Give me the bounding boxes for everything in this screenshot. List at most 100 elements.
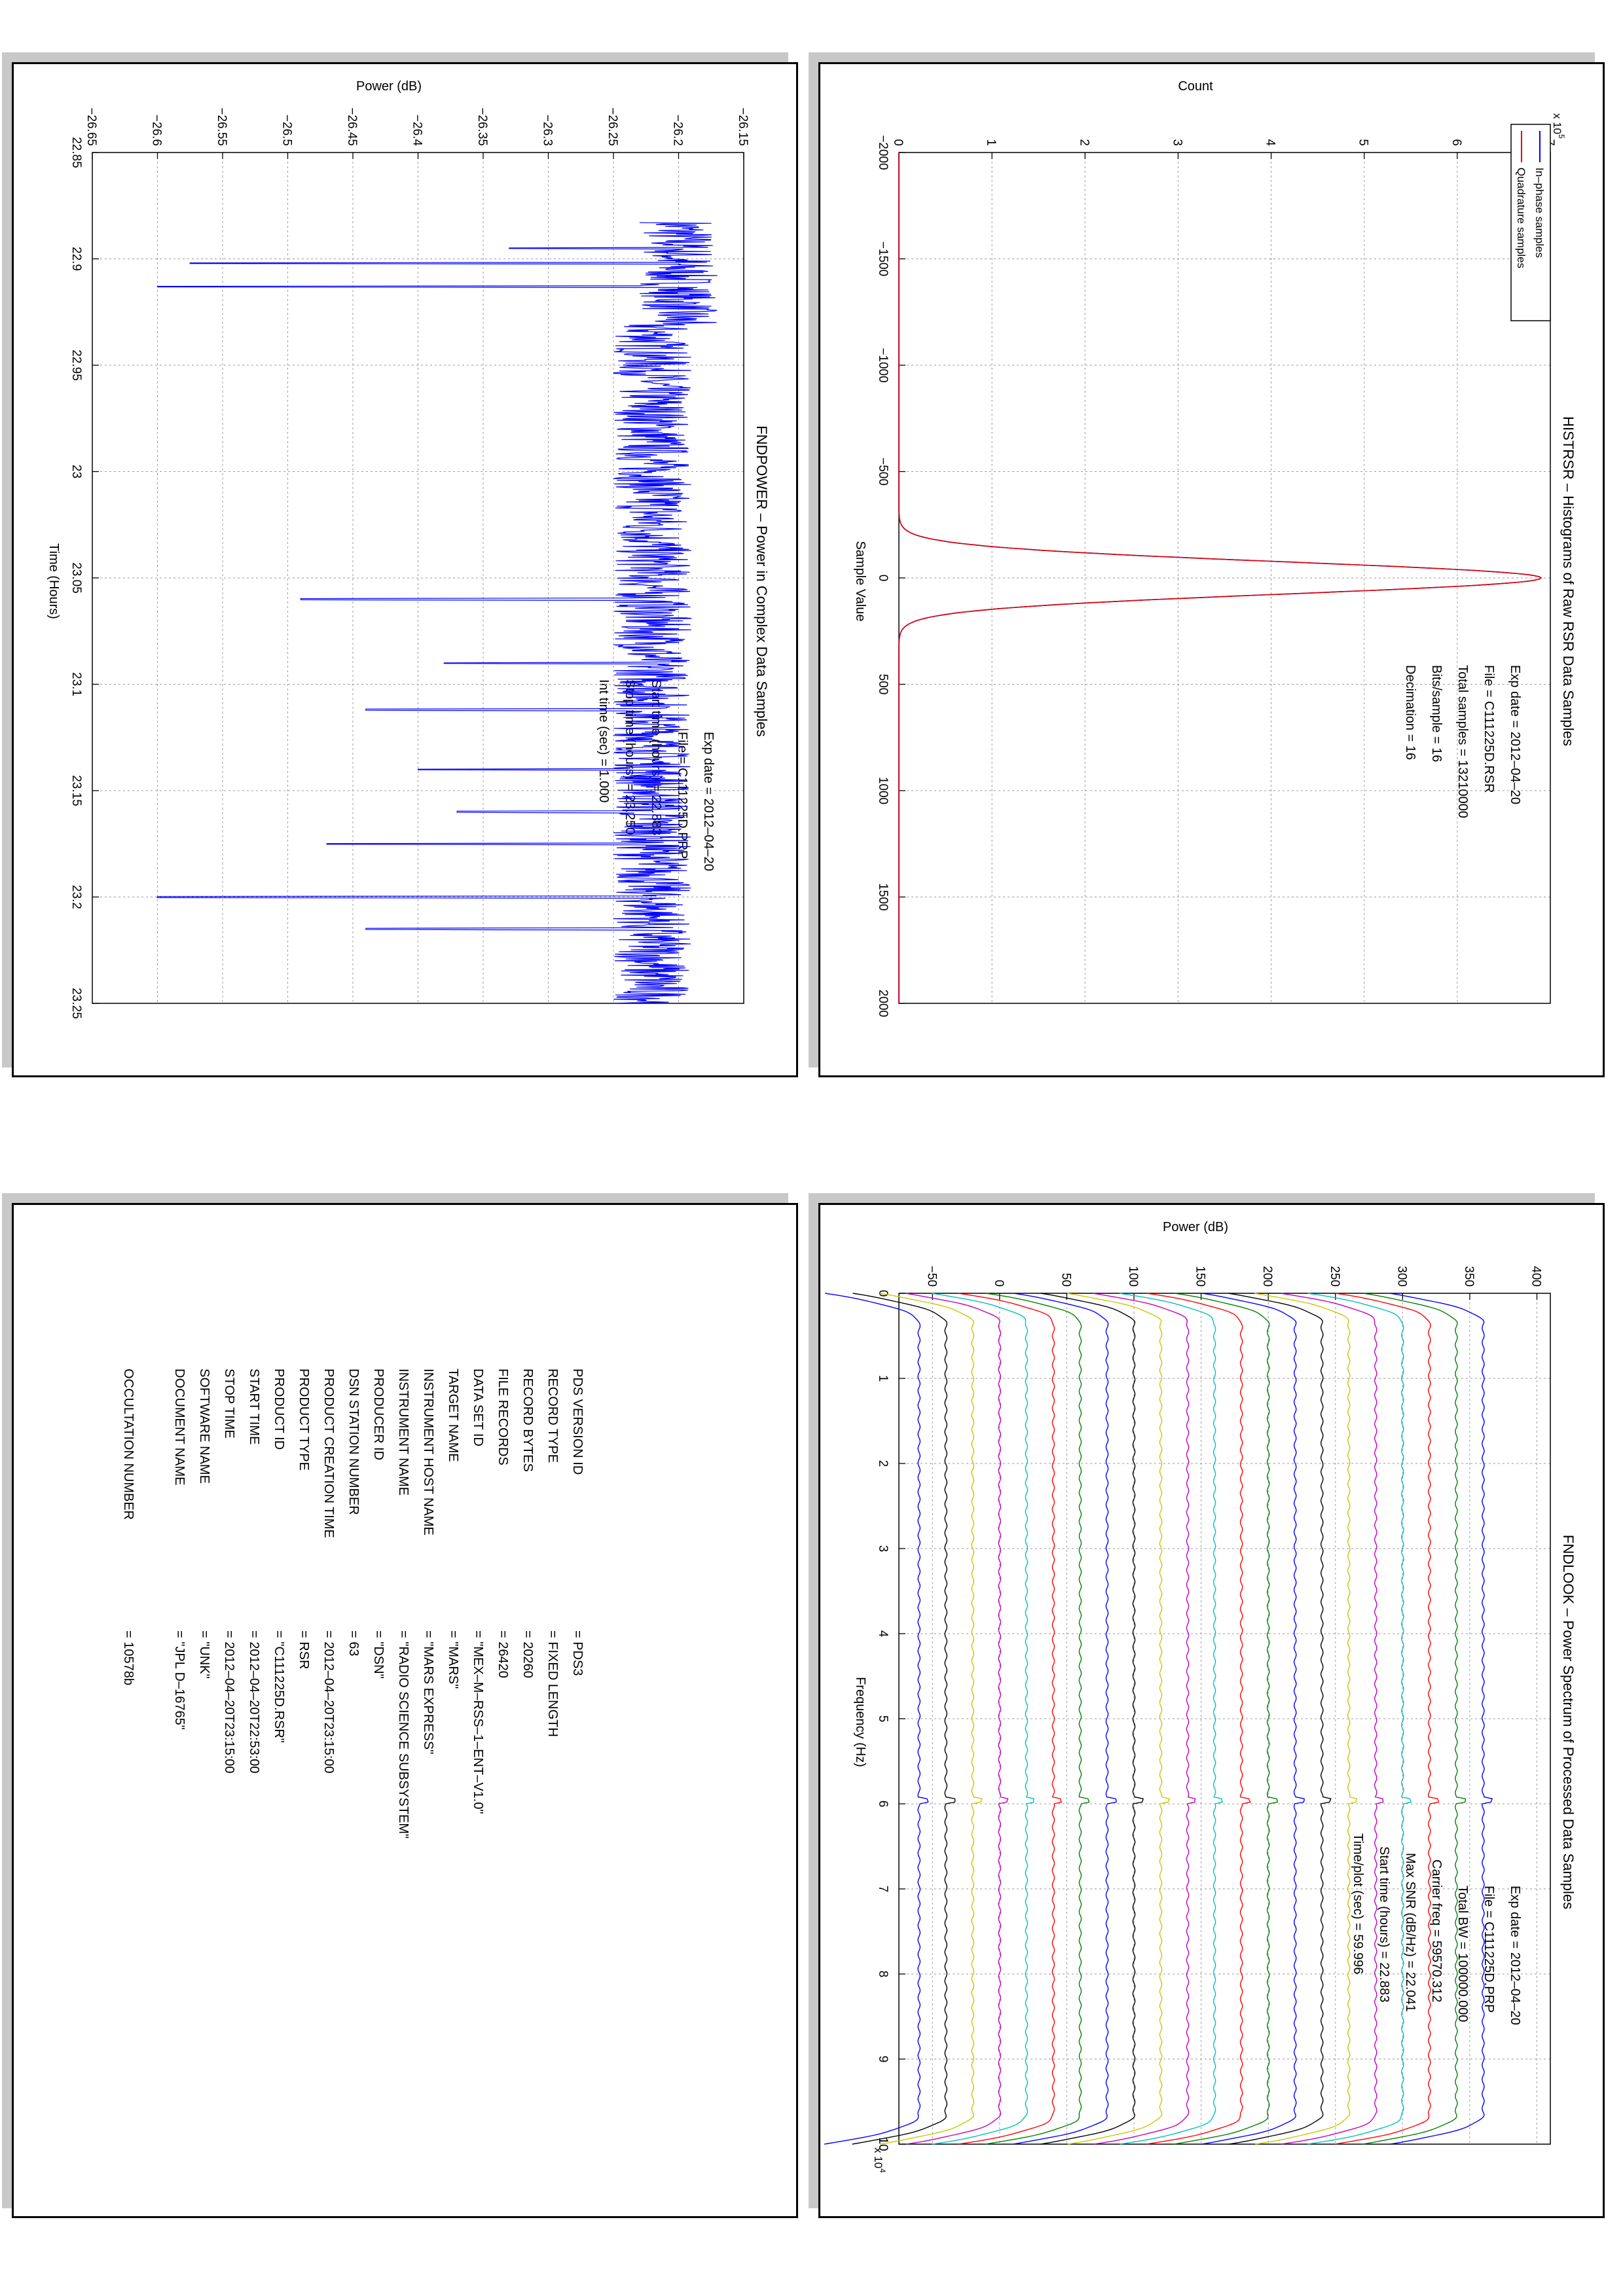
fndlook-spectrum-line xyxy=(1362,1293,1467,2145)
fndlook-spectrum-line xyxy=(1390,1293,1493,2145)
label-listing: PDS VERSION ID = PDS3 RECORD TYPE = FIXED L… xyxy=(121,1369,585,1839)
histrsr-y-tick-label: 5 xyxy=(1357,139,1370,146)
histrsr-x-tick-label: 1500 xyxy=(876,883,890,910)
fndlook-x-tick-label: 8 xyxy=(876,1971,890,1978)
fndpower-axes: 22.85 22.9 22.95 23 23.05 23.1 23.15 23.2 23.25 −… xyxy=(69,107,750,1018)
label-value: = 20260 xyxy=(520,1630,535,1678)
fndpower-plot-frame xyxy=(92,152,744,1004)
fndpower-y-tick-label: −26.25 xyxy=(606,107,619,146)
fndlook-x-tick-label: 0 xyxy=(876,1290,890,1297)
fndlook-axes: 0 1 2 3 4 5 6 7 8 9 10 −50 0 50 100 150 200 250 300 350 400 xyxy=(876,1266,1551,2151)
fndpower-info-line: Start time (hours) = 22.883 xyxy=(649,679,663,835)
label-key: RECORD TYPE xyxy=(545,1369,560,1463)
fndlook-y-tick-label: 150 xyxy=(1194,1266,1207,1287)
label-value: = 63 xyxy=(346,1630,361,1656)
histrsr-title: HISTRSR – Histograms of Raw RSR Data Sam… xyxy=(1560,416,1577,746)
histrsr-rotated: HISTRSR – Histograms of Raw RSR Data Sam… xyxy=(820,64,1603,1075)
fndpower-y-tick-label: −26.3 xyxy=(541,115,555,146)
histrsr-plot-frame xyxy=(898,152,1551,1004)
fndlook-spectrum-line xyxy=(1280,1293,1384,2145)
histrsr-x-tick-label: −2000 xyxy=(876,135,890,170)
histrsr-x-tick-label: 2000 xyxy=(876,990,890,1017)
fndpower-y-tick-label: −26.4 xyxy=(410,115,424,147)
fndlook-spectrum-line xyxy=(1119,1293,1224,2145)
label-key: DOCUMENT NAME xyxy=(172,1369,187,1486)
fndlook-info-box: Exp date = 2012–04–20 File = C111225D.PR… xyxy=(1351,1833,1522,2025)
histrsr-panel: HISTRSR – Histograms of Raw RSR Data Sam… xyxy=(818,62,1605,1077)
fndpower-x-tick-label: 23.05 xyxy=(69,562,83,594)
fndpower-x-tick-label: 23.2 xyxy=(69,885,83,909)
fndpower-x-tick-label: 23.15 xyxy=(69,775,83,806)
fndlook-info-line: Exp date = 2012–04–20 xyxy=(1508,1886,1522,2025)
fndlook-spectrum-line xyxy=(1334,1293,1440,2145)
fndpower-y-tick-label: −26.6 xyxy=(150,115,164,146)
label-value: = "C111225D.RSR" xyxy=(272,1630,286,1743)
fndlook-chart: FNDLOOK – Power Spectrum of Processed Da… xyxy=(824,1220,1577,2173)
fndpower-x-tick-label: 22.95 xyxy=(69,350,83,381)
fndlook-spectrum-line xyxy=(985,1293,1090,2145)
fndlook-spectrum-line xyxy=(1201,1293,1305,2145)
label-value: = PDS3 xyxy=(570,1630,585,1676)
fndpower-x-tick-label: 23.1 xyxy=(69,672,83,696)
label-key: PRODUCT CREATION TIME xyxy=(321,1369,336,1538)
label-key: PRODUCER ID xyxy=(371,1369,386,1460)
histrsr-info-line: Decimation = 16 xyxy=(1403,665,1417,760)
fndpower-y-tick-label: −26.2 xyxy=(671,115,685,146)
label-key: RECORD BYTES xyxy=(520,1369,535,1472)
legend-box xyxy=(1510,124,1551,321)
fndlook-spectrum-line xyxy=(958,1293,1063,2145)
histrsr-x-tick-label: 500 xyxy=(876,674,890,695)
fndpower-y-tick-label: −26.45 xyxy=(345,107,359,146)
fndlook-y-tick-label: 50 xyxy=(1059,1273,1072,1287)
histrsr-info-line: Bits/sample = 16 xyxy=(1429,665,1444,762)
histrsr-x-tick-label: −1500 xyxy=(876,242,890,276)
histrsr-info-box: Exp date = 2012–04–20 File = C111225D.RS… xyxy=(1403,665,1522,818)
fndpower-xlabel: Time (Hours) xyxy=(46,543,61,619)
histrsr-y-tick-label: 2 xyxy=(1077,139,1091,146)
fndlook-xlabel: Frequency (Hz) xyxy=(853,1677,867,1767)
fndpower-info-line: Stop time (hours) = 23.250 xyxy=(623,679,637,834)
fndlook-y-tick-label: 0 xyxy=(992,1280,1006,1287)
histrsr-exponent: x 105 xyxy=(1551,113,1566,139)
histrsr-quadrature-line xyxy=(898,152,1542,1003)
fndlook-x-tick-label: 6 xyxy=(876,1801,890,1808)
histrsr-x-tick-label: 1000 xyxy=(876,777,890,804)
fndlook-title: FNDLOOK – Power Spectrum of Processed Da… xyxy=(1560,1535,1577,1909)
label-panel: PDS VERSION ID = PDS3 RECORD TYPE = FIXED L… xyxy=(12,1203,798,2218)
fndpower-y-tick-label: −26.5 xyxy=(280,115,294,146)
fndpower-x-tick-label: 22.85 xyxy=(69,137,83,168)
label-value: = "UNK" xyxy=(197,1630,211,1679)
label-value: = "MEX–M–RSS–1–ENT–V1.0" xyxy=(471,1630,485,1814)
fndlook-spectrum-line xyxy=(1254,1293,1358,2145)
histrsr-axes: −2000 −1500 −1000 −500 0 500 1000 1500 2000 0 1 2 3 4… xyxy=(876,135,1556,1017)
label-value: = 10578b xyxy=(121,1630,136,1685)
label-key: START TIME xyxy=(247,1369,261,1444)
fndlook-x-tick-label: 9 xyxy=(876,2056,890,2063)
fndlook-x-tick-label: 4 xyxy=(876,1630,890,1638)
fndlook-y-tick-label: −50 xyxy=(924,1266,938,1287)
histrsr-y-tick-label: 6 xyxy=(1450,139,1463,146)
fndlook-spectrum-line xyxy=(1146,1293,1251,2145)
histrsr-info-line: Total samples = 13210000 xyxy=(1455,665,1470,818)
fndlook-y-tick-label: 100 xyxy=(1126,1266,1140,1287)
fndlook-x-tick-label: 1 xyxy=(876,1375,890,1382)
fndpower-ylabel: Power (dB) xyxy=(356,79,422,94)
fndpower-y-tick-label: −26.65 xyxy=(84,107,98,146)
label-value: = RSR xyxy=(297,1630,311,1669)
fndlook-x-tick-label: 7 xyxy=(876,1886,890,1893)
label-value: = 2012–04–20T23:15:00 xyxy=(321,1630,336,1774)
fndpower-y-tick-label: −26.55 xyxy=(215,107,228,146)
label-key: STOP TIME xyxy=(222,1369,236,1439)
label-value: = 2012–04–20T23:15:00 xyxy=(222,1630,236,1774)
fndlook-rotated: FNDLOOK – Power Spectrum of Processed Da… xyxy=(820,1205,1603,2216)
fndlook-spectrum-line xyxy=(1013,1293,1117,2145)
histrsr-x-tick-label: −500 xyxy=(876,457,890,486)
legend-quadrature-label: Quadrature samples xyxy=(1515,168,1527,268)
fndlook-x-tick-label: 5 xyxy=(876,1715,890,1723)
legend-inphase-label: In–phase samples xyxy=(1533,168,1546,258)
fndlook-spectrum-line xyxy=(879,1293,983,2145)
fndlook-y-tick-label: 350 xyxy=(1462,1266,1476,1287)
fndlook-x-tick-label: 3 xyxy=(876,1545,890,1552)
histrsr-y-tick-label: 3 xyxy=(1170,139,1184,146)
fndpower-y-tick-label: −26.35 xyxy=(475,107,489,146)
